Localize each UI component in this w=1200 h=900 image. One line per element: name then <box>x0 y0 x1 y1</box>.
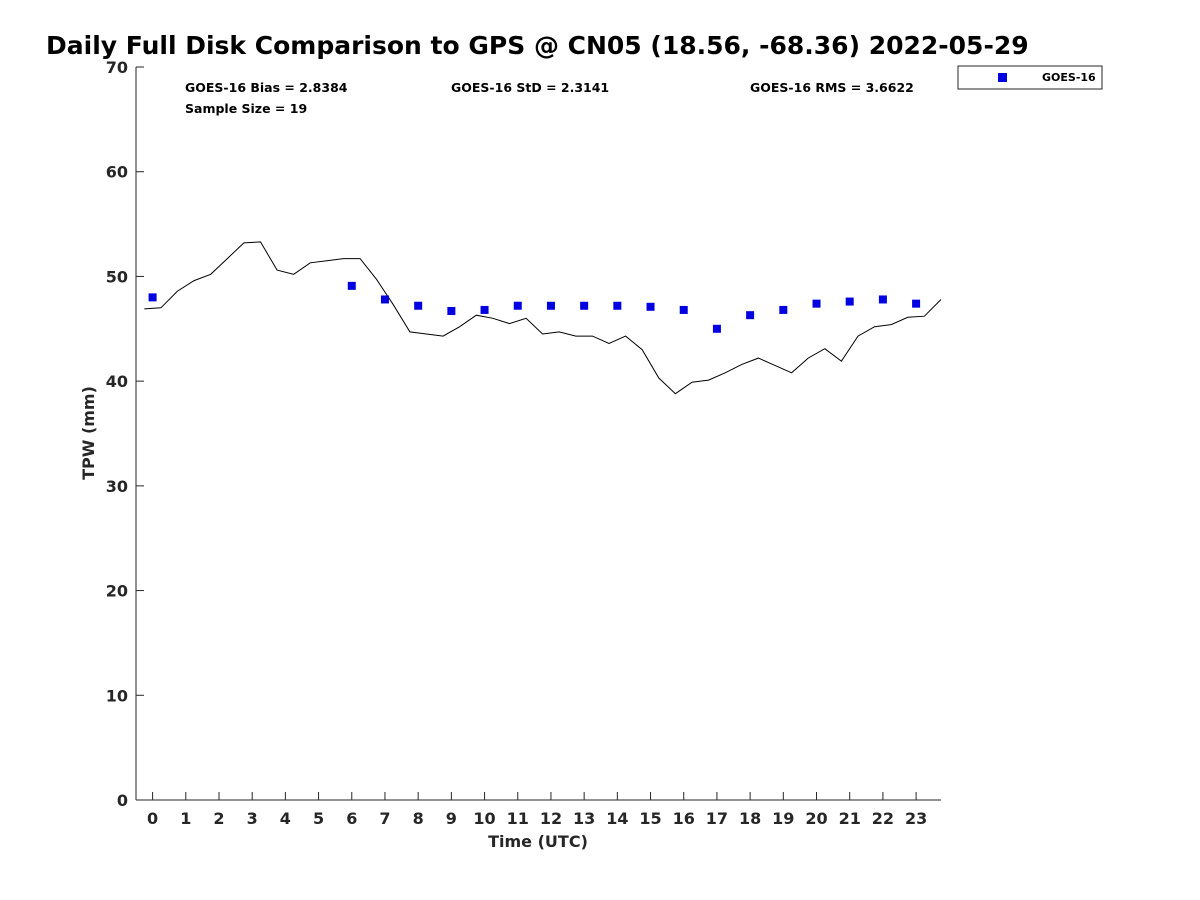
x-tick-label: 17 <box>706 809 728 828</box>
y-ticks: 0 10 20 30 40 50 60 70 <box>106 58 144 810</box>
x-tick-label: 16 <box>673 809 695 828</box>
goes16-marker <box>414 301 423 310</box>
y-tick-label: 60 <box>106 163 128 182</box>
x-tick-label: 8 <box>413 809 424 828</box>
x-tick-label: 23 <box>905 809 927 828</box>
gps-line <box>144 241 942 395</box>
x-tick-label: 21 <box>839 809 861 828</box>
x-tick-label: 9 <box>446 809 457 828</box>
legend: GOES-16 <box>957 65 1103 90</box>
x-tick-label: 20 <box>805 809 827 828</box>
goes16-marker <box>812 299 821 308</box>
x-tick-label: 14 <box>606 809 628 828</box>
goes16-marker <box>148 293 157 302</box>
goes16-marker <box>712 324 721 333</box>
x-tick-label: 4 <box>280 809 291 828</box>
y-tick-label: 50 <box>106 267 128 286</box>
goes16-marker <box>480 305 489 314</box>
goes16-marker <box>613 301 622 310</box>
x-tick-label: 13 <box>573 809 595 828</box>
legend-box <box>957 65 1103 90</box>
legend-label-goes16: GOES-16 <box>1042 71 1096 84</box>
x-tick-label: 18 <box>739 809 761 828</box>
x-tick-label: 11 <box>507 809 529 828</box>
chart-title: Daily Full Disk Comparison to GPS @ CN05… <box>46 31 1029 60</box>
gps-line-series <box>144 241 942 395</box>
x-tick-label: 22 <box>872 809 894 828</box>
x-tick-label: 6 <box>346 809 357 828</box>
y-tick-label: 70 <box>106 58 128 77</box>
x-tick-label: 10 <box>473 809 495 828</box>
stat-std: GOES-16 StD = 2.3141 <box>451 80 609 95</box>
goes16-marker-series <box>148 281 921 333</box>
x-tick-label: 0 <box>147 809 158 828</box>
y-tick-label: 10 <box>106 686 128 705</box>
goes16-marker <box>513 301 522 310</box>
y-tick-label: 40 <box>106 372 128 391</box>
x-tick-label: 7 <box>379 809 390 828</box>
goes16-marker <box>347 281 356 290</box>
goes16-marker <box>447 306 456 315</box>
y-tick-label: 0 <box>117 791 128 810</box>
y-tick-label: 30 <box>106 477 128 496</box>
x-tick-label: 3 <box>247 809 258 828</box>
stat-rms: GOES-16 RMS = 3.6622 <box>750 80 914 95</box>
goes16-marker <box>546 301 555 310</box>
goes16-marker <box>646 302 655 311</box>
goes16-marker <box>380 295 389 304</box>
x-tick-label: 12 <box>540 809 562 828</box>
x-tick-label: 1 <box>180 809 191 828</box>
goes16-marker <box>679 305 688 314</box>
x-ticks: 0 1 2 3 4 5 6 7 8 9 10 11 12 13 14 15 16 17 18 19 20 21 22 23 <box>147 792 927 828</box>
x-tick-label: 5 <box>313 809 324 828</box>
x-tick-label: 19 <box>772 809 794 828</box>
goes16-marker <box>878 295 887 304</box>
stat-bias: GOES-16 Bias = 2.8384 <box>185 80 348 95</box>
y-axis-label: TPW (mm) <box>79 386 98 480</box>
goes16-marker <box>779 305 788 314</box>
legend-marker-goes16 <box>998 73 1007 82</box>
goes16-marker <box>912 299 921 308</box>
y-tick-label: 20 <box>106 582 128 601</box>
goes16-marker <box>580 301 589 310</box>
goes16-marker <box>845 297 854 306</box>
x-tick-label: 2 <box>213 809 224 828</box>
stat-sample-size: Sample Size = 19 <box>185 101 307 116</box>
x-axis-label: Time (UTC) <box>488 832 588 851</box>
goes16-marker <box>746 311 755 320</box>
x-tick-label: 15 <box>639 809 661 828</box>
